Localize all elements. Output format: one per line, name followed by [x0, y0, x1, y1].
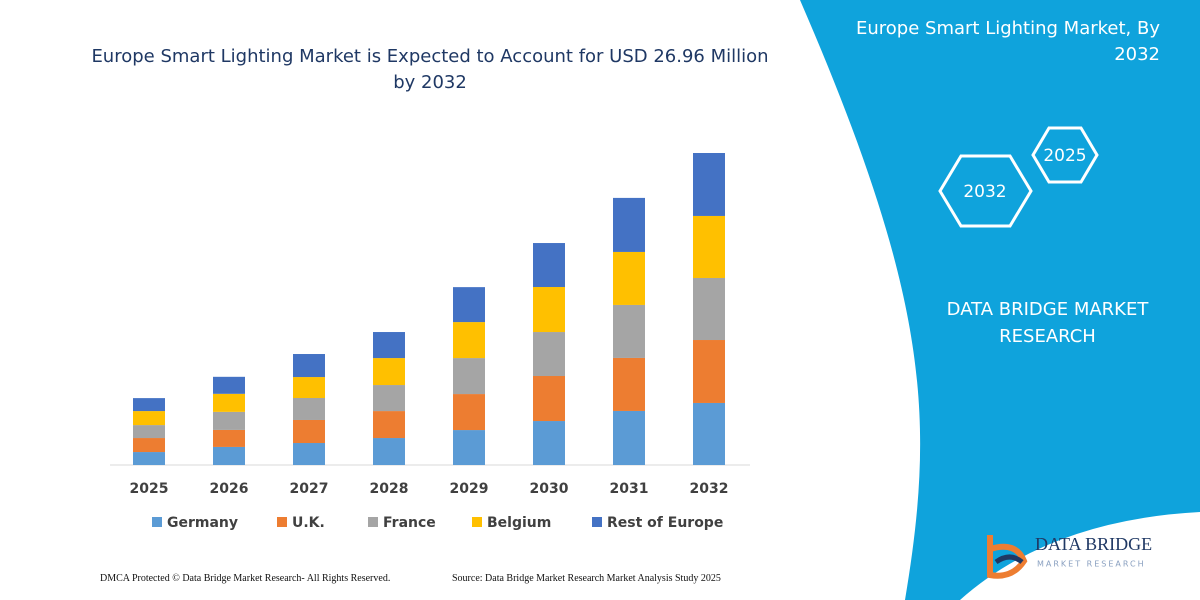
bar-segment — [453, 394, 485, 431]
hexagon — [938, 154, 1033, 228]
logo-mark — [987, 535, 1028, 579]
bar-segment — [533, 376, 565, 422]
legend-label: France — [383, 515, 436, 531]
bar-segment — [293, 397, 325, 420]
bar-segment — [693, 215, 725, 278]
legend-label: Rest of Europe — [607, 515, 723, 531]
legend-label: Germany — [167, 515, 238, 531]
bar-segment — [533, 421, 565, 465]
bar-segment — [453, 322, 485, 359]
bar-segment — [373, 385, 405, 412]
x-tick-label: 2030 — [530, 481, 569, 497]
bar-segment — [373, 438, 405, 465]
bar-segment — [133, 398, 165, 412]
chart-title: Europe Smart Lighting Market is Expected… — [91, 46, 769, 93]
bar-segment — [213, 411, 245, 430]
legend-swatch — [368, 517, 378, 527]
legend-label: Belgium — [487, 515, 551, 531]
bar-segment — [213, 429, 245, 447]
brand: DATA BRIDGE MARKET RESEARCH — [946, 299, 1149, 347]
x-tick-label: 2025 — [130, 481, 169, 497]
bar-segment — [533, 332, 565, 377]
bar-segment — [693, 402, 725, 465]
legend-swatch — [592, 517, 602, 527]
legend-swatch — [152, 517, 162, 527]
bar-segment — [453, 287, 485, 323]
bar-segment — [293, 443, 325, 465]
bar-segment — [133, 438, 165, 453]
bar-segment — [693, 340, 725, 403]
bar-segment — [133, 411, 165, 426]
x-tick-label: 2029 — [450, 481, 489, 497]
hexagon — [1031, 126, 1099, 184]
bar-segment — [453, 358, 485, 395]
bar-segment — [133, 425, 165, 439]
bar-segment — [373, 411, 405, 439]
logo-name: DATA BRIDGE — [1035, 534, 1152, 554]
bar-segment — [613, 197, 645, 252]
footer-left: DMCA Protected © Data Bridge Market Rese… — [100, 573, 391, 584]
bar-segment — [693, 153, 725, 216]
bar-segment — [213, 376, 245, 394]
legend-label: U.K. — [292, 515, 325, 531]
bar-segment — [613, 251, 645, 305]
x-tick-label: 2026 — [210, 481, 249, 497]
bar-segment — [613, 410, 645, 465]
bar-segment — [453, 430, 485, 465]
side-panel — [800, 0, 1200, 600]
bar-segment — [613, 357, 645, 411]
bar-segment — [373, 358, 405, 386]
bar-segment — [133, 452, 165, 465]
footer-right: Source: Data Bridge Market Research Mark… — [452, 573, 721, 584]
bar-segment — [293, 354, 325, 378]
bar-segment — [533, 243, 565, 288]
bar-segment — [213, 446, 245, 465]
hex-label: 2032 — [963, 182, 1006, 202]
bar-segment — [293, 419, 325, 444]
logo-backdrop — [960, 512, 1200, 600]
x-tick-label: 2031 — [610, 481, 649, 497]
legend-swatch — [472, 517, 482, 527]
panel-title: Europe Smart Lighting Market, By 2032 — [856, 18, 1160, 65]
bar-segment — [533, 287, 565, 333]
bar-segment — [693, 277, 725, 341]
x-tick-label: 2027 — [290, 481, 329, 497]
legend-swatch — [277, 517, 287, 527]
hex-label: 2025 — [1043, 146, 1086, 166]
x-tick-label: 2032 — [690, 481, 729, 497]
bar-segment — [613, 304, 645, 358]
bar-segment — [373, 332, 405, 359]
x-tick-label: 2028 — [370, 481, 409, 497]
logo-tagline: MARKET RESEARCH — [1037, 560, 1146, 569]
bar-segment — [293, 377, 325, 398]
bar-segment — [213, 393, 245, 412]
logo-mark — [994, 554, 1024, 565]
